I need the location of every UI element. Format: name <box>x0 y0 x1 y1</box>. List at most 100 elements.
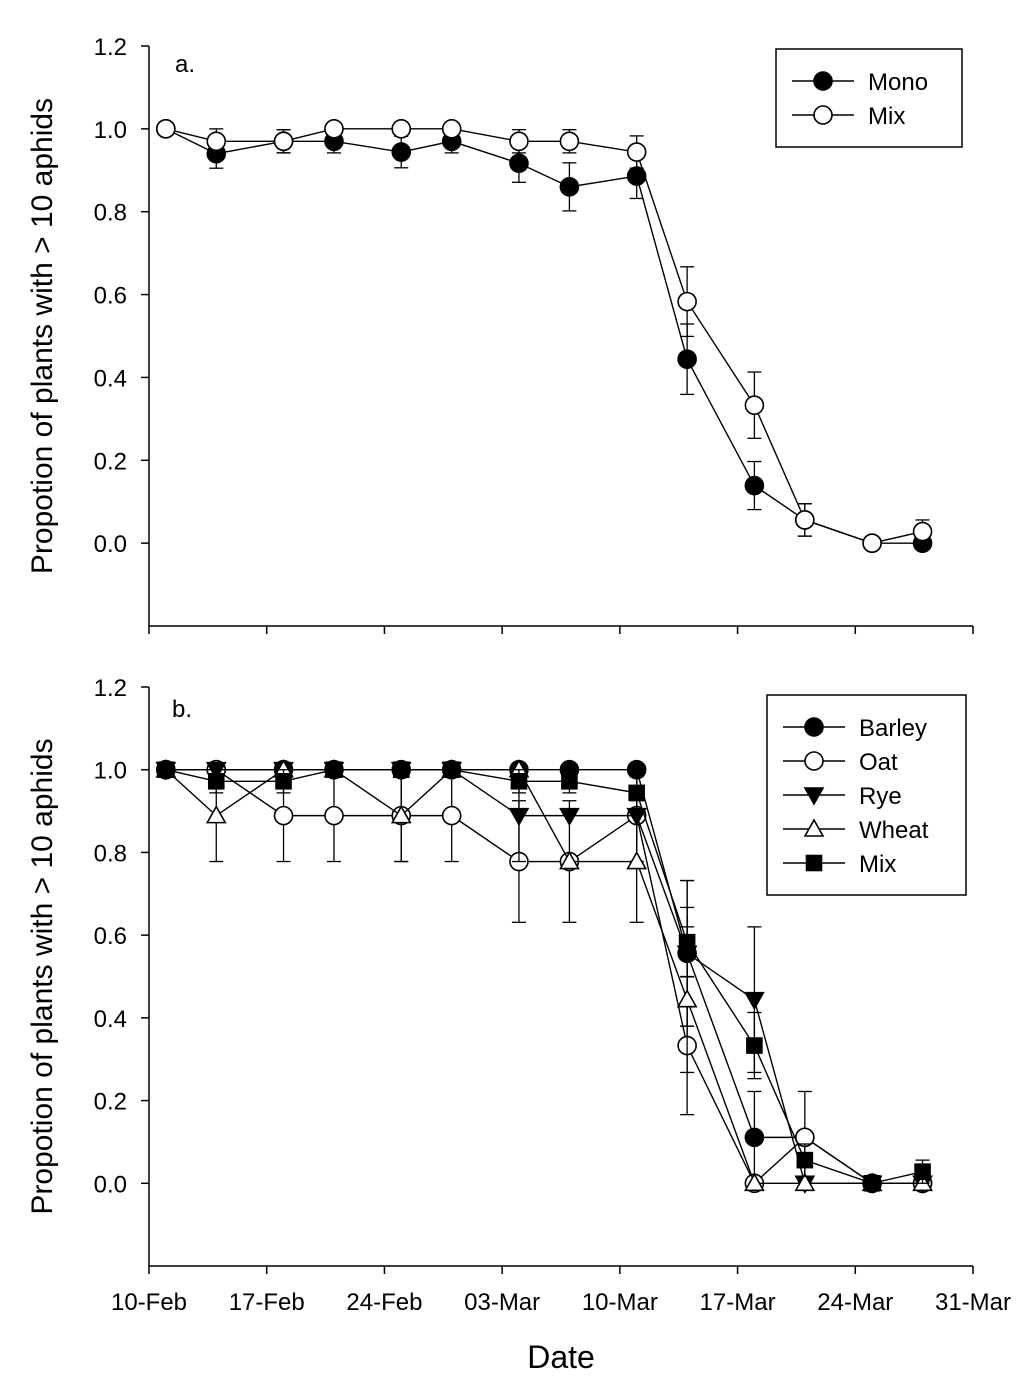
x-axis-label: Date <box>527 1339 595 1375</box>
legend-label: Mono <box>868 69 928 96</box>
data-point <box>441 805 462 826</box>
x-tick-label: 03-Mar <box>464 1289 540 1316</box>
data-point <box>744 991 765 1011</box>
x-tick-label: 10-Mar <box>582 1289 658 1316</box>
data-point <box>156 119 176 139</box>
y-tick-label: 1.0 <box>94 758 127 785</box>
x-tick-label: 31-Mar <box>935 1289 1011 1316</box>
y-tick-label: 1.2 <box>94 34 127 61</box>
data-point <box>324 805 344 826</box>
series-mix <box>157 761 931 1192</box>
data-point <box>559 131 580 152</box>
data-point <box>510 772 528 790</box>
data-point <box>912 521 933 542</box>
series-line <box>165 769 923 1185</box>
data-point <box>273 805 294 826</box>
series-line <box>165 769 923 1184</box>
legend-label: Barley <box>859 715 927 742</box>
legend-label: Rye <box>859 783 902 810</box>
legend-box <box>775 48 963 148</box>
y-axis-label: Propotion of plants with > 10 aphids <box>26 738 59 1214</box>
data-point <box>207 772 225 790</box>
legend-label: Oat <box>859 749 898 776</box>
data-point <box>391 142 412 162</box>
data-point <box>795 510 815 530</box>
panel-a: 0.0 0.2 0.4 0.6 0.8 1.0 1.2 Propotion of plants… <box>26 34 974 634</box>
data-point <box>628 784 645 802</box>
y-tick-label: 0.4 <box>94 365 127 392</box>
data-point <box>390 804 412 824</box>
y-tick-label: 0.8 <box>94 200 127 227</box>
data-point <box>744 1127 765 1148</box>
data-point <box>677 349 697 370</box>
legend-label: Wheat <box>859 817 929 844</box>
data-point <box>391 119 412 139</box>
series-mix <box>156 119 933 553</box>
series-line <box>165 128 923 544</box>
legend-marker <box>813 71 833 91</box>
data-point <box>324 119 344 139</box>
data-point <box>794 1172 816 1192</box>
panel-b: 0.0 0.2 0.4 0.6 0.8 1.0 1.2 10-Feb 17-Feb 24-Feb 0… <box>26 675 1011 1375</box>
data-point <box>508 807 530 827</box>
y-tick-label: 1.2 <box>94 675 127 702</box>
data-point <box>863 1174 881 1192</box>
data-point <box>275 772 292 790</box>
data-point <box>559 807 580 827</box>
y-tick-label: 0.4 <box>94 1006 127 1033</box>
legend-marker <box>804 751 824 771</box>
y-tick-label: 1.0 <box>94 117 127 144</box>
y-tick-label: 0.6 <box>94 283 127 310</box>
legend-label: Mix <box>868 103 905 130</box>
data-point <box>559 850 580 870</box>
data-point <box>626 142 647 162</box>
x-tick-label: 10-Feb <box>111 1289 187 1316</box>
data-point <box>206 131 227 152</box>
x-tick-label: 24-Mar <box>817 1289 893 1316</box>
panel-label: a. <box>175 51 195 78</box>
y-tick-label: 0.8 <box>94 840 127 867</box>
data-point <box>676 989 698 1008</box>
data-point <box>914 1163 931 1181</box>
data-point <box>443 761 460 779</box>
panel-label: b. <box>172 696 192 723</box>
data-point <box>677 291 697 312</box>
legend: Barley Oat Rye Wheat Mix <box>766 694 967 896</box>
y-tick-label: 0.0 <box>94 531 127 558</box>
legend-marker <box>804 717 824 737</box>
y-tick-label: 0.2 <box>94 448 127 475</box>
data-point <box>796 1151 814 1169</box>
data-point <box>626 850 648 870</box>
legend-marker <box>803 787 825 806</box>
data-point <box>157 761 175 779</box>
y-tick-label: 0.0 <box>94 1171 127 1198</box>
data-point <box>325 761 343 779</box>
y-tick-label: 0.6 <box>94 923 127 950</box>
data-point <box>744 395 765 415</box>
data-point <box>744 1172 765 1192</box>
data-point <box>273 131 294 152</box>
data-point <box>509 153 529 174</box>
data-point <box>441 119 462 139</box>
y-axis-label: Propotion of plants with > 10 aphids <box>26 98 59 574</box>
series-line <box>165 128 923 544</box>
data-point <box>862 533 882 553</box>
x-tick-label: 24-Feb <box>346 1289 422 1316</box>
y-tick-label: 0.2 <box>94 1089 127 1116</box>
x-tick-label: 17-Mar <box>700 1289 776 1316</box>
legend-marker <box>805 854 823 872</box>
legend-marker <box>813 105 833 125</box>
data-point <box>509 131 529 152</box>
legend-label: Mix <box>859 851 896 878</box>
x-tick-label: 17-Feb <box>229 1289 305 1316</box>
data-point <box>744 475 765 496</box>
data-point <box>559 177 580 197</box>
data-point <box>392 761 410 779</box>
data-point <box>561 772 578 790</box>
legend-marker <box>803 818 825 837</box>
legend: Mono Mix <box>775 48 963 148</box>
data-point <box>205 804 227 824</box>
data-point <box>678 933 696 951</box>
data-point <box>746 1037 763 1054</box>
